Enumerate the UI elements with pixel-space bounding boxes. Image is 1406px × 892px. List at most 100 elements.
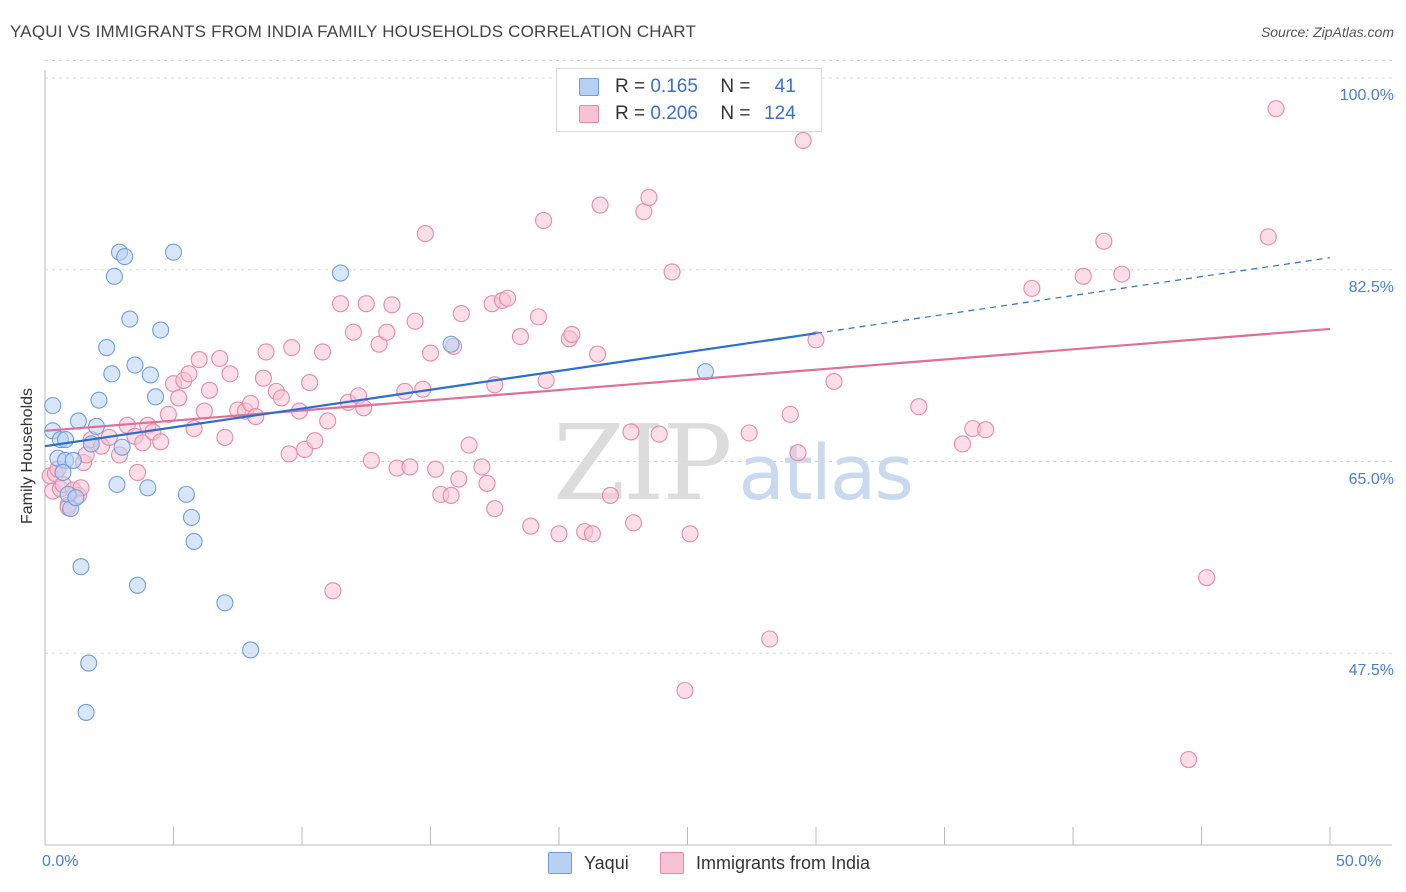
yaqui-point bbox=[108, 475, 126, 494]
india-point bbox=[781, 405, 799, 423]
india-point bbox=[383, 296, 401, 314]
india-point bbox=[416, 225, 434, 243]
india-point bbox=[550, 525, 568, 543]
yaqui-point bbox=[116, 248, 134, 266]
yaqui-point bbox=[185, 532, 203, 551]
india-point bbox=[825, 372, 843, 391]
yaqui-trend-line bbox=[44, 332, 817, 448]
india-point bbox=[324, 582, 342, 600]
india-point bbox=[396, 382, 414, 400]
yaqui-point bbox=[90, 391, 108, 409]
india-point bbox=[473, 458, 491, 476]
y-tick-label: 47.5% bbox=[1348, 662, 1394, 680]
india-point bbox=[344, 323, 362, 341]
yaqui-point bbox=[146, 388, 165, 406]
india-point bbox=[314, 343, 332, 361]
yaqui-point bbox=[98, 338, 116, 357]
india-point bbox=[170, 389, 188, 407]
yaqui-point bbox=[139, 479, 157, 497]
india-point bbox=[522, 517, 540, 535]
yaqui-point bbox=[442, 335, 460, 353]
india-point bbox=[421, 344, 440, 362]
legend-swatch-india-bottom bbox=[660, 852, 684, 874]
india-point bbox=[128, 463, 147, 482]
legend-item-yaqui[interactable]: Yaqui bbox=[548, 852, 629, 874]
yaqui-point bbox=[67, 489, 85, 507]
y-tick-label: 65.0% bbox=[1348, 470, 1394, 488]
yaqui-point bbox=[72, 558, 90, 576]
india-point bbox=[460, 436, 478, 454]
india-point bbox=[910, 398, 928, 416]
india-points bbox=[41, 100, 1285, 769]
india-point bbox=[640, 188, 658, 206]
india-point bbox=[180, 365, 198, 383]
india-point bbox=[211, 349, 229, 368]
legend-swatch-yaqui bbox=[579, 78, 599, 96]
y-axis-label: Family Households bbox=[19, 387, 36, 525]
india-trend-line bbox=[44, 327, 1331, 432]
india-point bbox=[807, 331, 825, 349]
india-point bbox=[301, 374, 319, 392]
india-point bbox=[357, 295, 375, 313]
india-point bbox=[257, 343, 275, 361]
india-point bbox=[331, 295, 350, 313]
yaqui-point bbox=[128, 576, 147, 594]
india-point bbox=[676, 681, 694, 700]
india-point bbox=[1113, 265, 1131, 283]
legend-n-value-india: 124 bbox=[764, 103, 796, 124]
source-label: Source: ZipAtlas.com bbox=[1260, 24, 1394, 40]
yaqui-point bbox=[121, 310, 139, 328]
y-tick-label: 82.5% bbox=[1348, 278, 1394, 296]
x-tick-min: 0.0% bbox=[42, 853, 79, 870]
india-point bbox=[1023, 279, 1041, 297]
yaqui-point bbox=[152, 321, 170, 339]
legend-r-value-yaqui: 0.165 bbox=[650, 76, 698, 97]
axes bbox=[44, 70, 1392, 846]
yaqui-point bbox=[64, 451, 82, 469]
yaqui-trend-extension bbox=[815, 257, 1331, 334]
yaqui-point bbox=[57, 431, 75, 449]
india-point bbox=[221, 365, 239, 383]
yaqui-point bbox=[216, 594, 234, 612]
legend-swatch-yaqui-bottom bbox=[548, 852, 572, 874]
legend-item-india[interactable]: Immigrants from India bbox=[660, 852, 870, 874]
yaqui-point bbox=[177, 485, 195, 503]
india-point bbox=[401, 458, 419, 476]
india-point bbox=[370, 335, 388, 353]
yaqui-point bbox=[77, 703, 95, 721]
india-point bbox=[624, 514, 643, 532]
yaqui-point bbox=[105, 267, 123, 285]
india-point bbox=[681, 525, 699, 543]
india-point bbox=[601, 486, 619, 505]
legend-n-label-yaqui: N = bbox=[720, 76, 751, 97]
legend-r-value-india: 0.206 bbox=[650, 103, 698, 124]
india-point bbox=[583, 525, 601, 543]
india-point bbox=[452, 305, 470, 323]
yaqui-point bbox=[80, 654, 98, 672]
yaqui-point bbox=[696, 363, 715, 381]
india-point bbox=[362, 451, 380, 469]
india-point bbox=[406, 312, 424, 330]
india-point bbox=[378, 323, 396, 341]
yaqui-point bbox=[126, 356, 144, 374]
india-point bbox=[190, 351, 208, 369]
india-point bbox=[535, 211, 553, 229]
india-point bbox=[635, 203, 653, 221]
yaqui-point bbox=[182, 508, 201, 526]
india-point bbox=[1198, 569, 1216, 587]
yaqui-point bbox=[103, 365, 121, 383]
yaqui-point bbox=[242, 641, 260, 659]
india-point bbox=[529, 308, 547, 326]
india-point bbox=[537, 371, 555, 389]
india-point bbox=[1267, 100, 1285, 118]
india-point bbox=[355, 399, 373, 417]
legend-label-india: Immigrants from India bbox=[696, 852, 871, 873]
legend-label-yaqui: Yaqui bbox=[584, 852, 629, 873]
india-point bbox=[200, 381, 219, 399]
correlation-legend: R = 0.165 N = 41 R = 0.206 N = 124 bbox=[556, 68, 822, 132]
india-point bbox=[1074, 267, 1092, 285]
india-point bbox=[499, 289, 517, 307]
india-point bbox=[450, 470, 468, 488]
watermark-atlas: atlas bbox=[738, 428, 914, 517]
india-point bbox=[761, 630, 779, 648]
